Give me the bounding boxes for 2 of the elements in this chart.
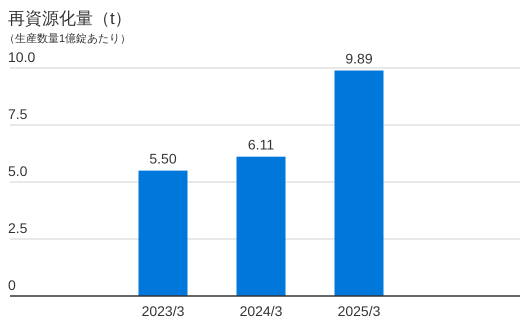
title: 再資源化量（t） — [8, 9, 132, 28]
subtitle: （生産数量1億錠あたり） — [4, 33, 132, 45]
